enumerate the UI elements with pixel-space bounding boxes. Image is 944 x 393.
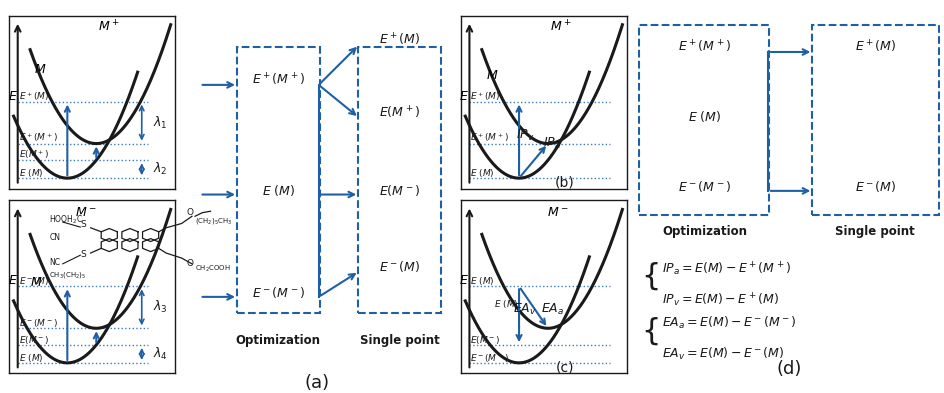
Text: (b): (b) — [554, 176, 574, 189]
Text: $E(M^+)$: $E(M^+)$ — [19, 149, 49, 161]
Text: $M^+$: $M^+$ — [549, 19, 570, 35]
Text: O: O — [186, 208, 194, 217]
Text: NC: NC — [49, 258, 60, 267]
Text: $E^+(M)$: $E^+(M)$ — [379, 32, 420, 48]
Text: $E(M^-)$: $E(M^-)$ — [379, 182, 420, 198]
Text: Single point: Single point — [360, 334, 439, 347]
Text: (a): (a) — [304, 374, 329, 392]
Text: $E\ (M)$: $E\ (M)$ — [470, 275, 495, 287]
Text: E: E — [460, 90, 467, 103]
Text: $E\ (M)$: $E\ (M)$ — [19, 167, 43, 179]
Text: E: E — [460, 274, 467, 287]
Text: $M$: $M$ — [30, 276, 42, 289]
Text: $E^+(M^+)$: $E^+(M^+)$ — [251, 72, 305, 88]
Text: CH$_2$COOH: CH$_2$COOH — [194, 264, 230, 274]
Text: $M^-$: $M^-$ — [75, 206, 96, 219]
Text: $\{$: $\{$ — [640, 260, 658, 292]
Text: $E\ (M)$: $E\ (M)$ — [261, 182, 295, 198]
Text: $E^-(M^-)$: $E^-(M^-)$ — [251, 285, 305, 300]
Text: $E(M^-)$: $E(M^-)$ — [19, 334, 49, 346]
Text: $IP_a = E(M) - E^+(M^+)$: $IP_a = E(M) - E^+(M^+)$ — [662, 260, 790, 278]
Text: (c): (c) — [555, 360, 573, 374]
Text: CH$_3$(CH$_2$)$_5$: CH$_3$(CH$_2$)$_5$ — [49, 270, 87, 279]
Text: $E^-(M^-)$: $E^-(M^-)$ — [19, 317, 58, 329]
Text: $IP_v$: $IP_v$ — [515, 129, 534, 143]
Text: $E^+(M^+)$: $E^+(M^+)$ — [19, 132, 58, 145]
Text: HOOH$_2$C: HOOH$_2$C — [49, 213, 83, 226]
Text: $E^-(M^-)$: $E^-(M^-)$ — [470, 352, 509, 364]
Text: $E^-(M)$: $E^-(M)$ — [853, 179, 895, 194]
Text: $IP_v = E(M) - E^+(M)$: $IP_v = E(M) - E^+(M)$ — [662, 291, 779, 309]
Text: $E^-(M)$: $E^-(M)$ — [379, 259, 420, 274]
Text: $E^+(M^+)$: $E^+(M^+)$ — [470, 132, 509, 145]
Text: $IP_a$: $IP_a$ — [543, 136, 561, 151]
Text: $\lambda_1$: $\lambda_1$ — [153, 115, 167, 130]
Text: Optimization: Optimization — [236, 334, 320, 347]
Text: $E\ (M)$: $E\ (M)$ — [687, 109, 720, 125]
Text: Optimization: Optimization — [661, 225, 746, 238]
Text: $M^-$: $M^-$ — [547, 206, 568, 219]
Text: $E^-(M^-)$: $E^-(M^-)$ — [677, 179, 731, 194]
Text: $M$: $M$ — [34, 63, 46, 76]
Text: Single point: Single point — [834, 225, 914, 238]
Text: $E\ (M)$: $E\ (M)$ — [470, 167, 495, 179]
Text: $E^+(M^+)$: $E^+(M^+)$ — [677, 39, 731, 55]
Text: $E\ (M)$: $E\ (M)$ — [494, 298, 518, 310]
Text: $EA_a$: $EA_a$ — [540, 301, 564, 317]
Text: O: O — [186, 259, 194, 268]
Text: S: S — [80, 250, 86, 259]
Text: CN: CN — [49, 233, 60, 242]
Text: $M^+$: $M^+$ — [98, 19, 119, 35]
Text: $E\ (M)$: $E\ (M)$ — [19, 352, 43, 364]
Text: E: E — [8, 274, 16, 287]
Text: $\lambda_3$: $\lambda_3$ — [153, 299, 167, 315]
Text: (d): (d) — [776, 360, 801, 378]
Text: $E^+(M)$: $E^+(M)$ — [19, 90, 49, 103]
Text: (CH$_2$)$_5$CH$_3$: (CH$_2$)$_5$CH$_3$ — [194, 215, 232, 226]
Text: $E^-(M)$: $E^-(M)$ — [19, 275, 49, 287]
Text: $EA_v = E(M) - E^-(M)$: $EA_v = E(M) - E^-(M)$ — [662, 346, 784, 362]
Text: $EA_v$: $EA_v$ — [513, 301, 536, 317]
Text: $\{$: $\{$ — [640, 315, 658, 347]
Text: $\lambda_4$: $\lambda_4$ — [153, 346, 168, 362]
Text: $E^+(M)$: $E^+(M)$ — [853, 39, 895, 55]
Text: $\lambda_2$: $\lambda_2$ — [153, 161, 167, 177]
Text: $M$: $M$ — [485, 69, 497, 82]
Text: $E(M^+)$: $E(M^+)$ — [379, 105, 420, 121]
Text: E: E — [8, 90, 16, 103]
Text: $EA_a = E(M) - E^-(M^-)$: $EA_a = E(M) - E^-(M^-)$ — [662, 315, 796, 331]
Text: S: S — [80, 220, 86, 229]
Text: $E(M^-)$: $E(M^-)$ — [470, 334, 500, 346]
Text: $E^+(M)$: $E^+(M)$ — [470, 90, 500, 103]
